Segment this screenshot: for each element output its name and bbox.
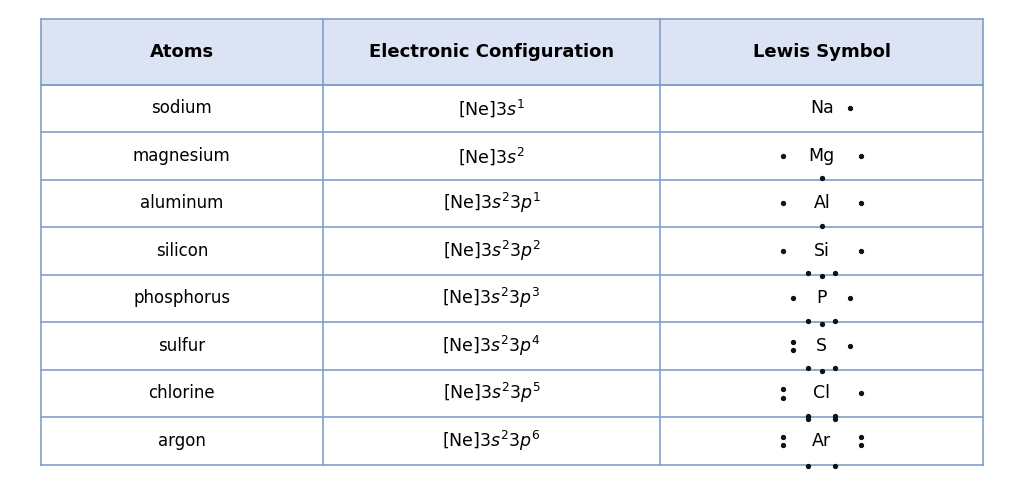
Text: Electronic Configuration: Electronic Configuration: [369, 43, 614, 61]
Text: Mg: Mg: [809, 147, 835, 165]
Text: Atoms: Atoms: [150, 43, 214, 61]
Text: chlorine: chlorine: [148, 384, 215, 402]
Text: Cl: Cl: [813, 384, 830, 402]
Text: phosphorus: phosphorus: [133, 289, 230, 307]
Text: $\mathregular{[Ne]3}s^2\mathregular{3}p^1$: $\mathregular{[Ne]3}s^2\mathregular{3}p^…: [442, 191, 541, 215]
Text: sodium: sodium: [152, 99, 212, 118]
Text: silicon: silicon: [156, 242, 208, 260]
Text: $\mathregular{[Ne]3}s^2\mathregular{3}p^3$: $\mathregular{[Ne]3}s^2\mathregular{3}p^…: [442, 287, 541, 310]
Text: $\mathregular{[Ne]3}s^2\mathregular{3}p^2$: $\mathregular{[Ne]3}s^2\mathregular{3}p^…: [442, 239, 541, 263]
Text: $\mathregular{[Ne]3}s^2$: $\mathregular{[Ne]3}s^2$: [458, 145, 525, 167]
Text: Ar: Ar: [812, 432, 831, 450]
Text: sulfur: sulfur: [158, 337, 206, 355]
Text: P: P: [816, 289, 827, 307]
Bar: [41, 19, 983, 85]
Text: Si: Si: [814, 242, 829, 260]
Text: aluminum: aluminum: [140, 195, 223, 212]
Text: $\mathregular{[Ne]3}s^2\mathregular{3}p^5$: $\mathregular{[Ne]3}s^2\mathregular{3}p^…: [442, 381, 541, 406]
Text: $\mathregular{[Ne]3}s^2\mathregular{3}p^6$: $\mathregular{[Ne]3}s^2\mathregular{3}p^…: [442, 429, 541, 453]
Text: Lewis Symbol: Lewis Symbol: [753, 43, 891, 61]
Text: S: S: [816, 337, 827, 355]
Text: Al: Al: [813, 195, 830, 212]
Text: Na: Na: [810, 99, 834, 118]
Text: argon: argon: [158, 432, 206, 450]
Text: magnesium: magnesium: [133, 147, 230, 165]
Text: $\mathregular{[Ne]3}s^2\mathregular{3}p^4$: $\mathregular{[Ne]3}s^2\mathregular{3}p^…: [442, 334, 541, 358]
Text: $\mathregular{[Ne]3}s^1$: $\mathregular{[Ne]3}s^1$: [458, 98, 525, 119]
